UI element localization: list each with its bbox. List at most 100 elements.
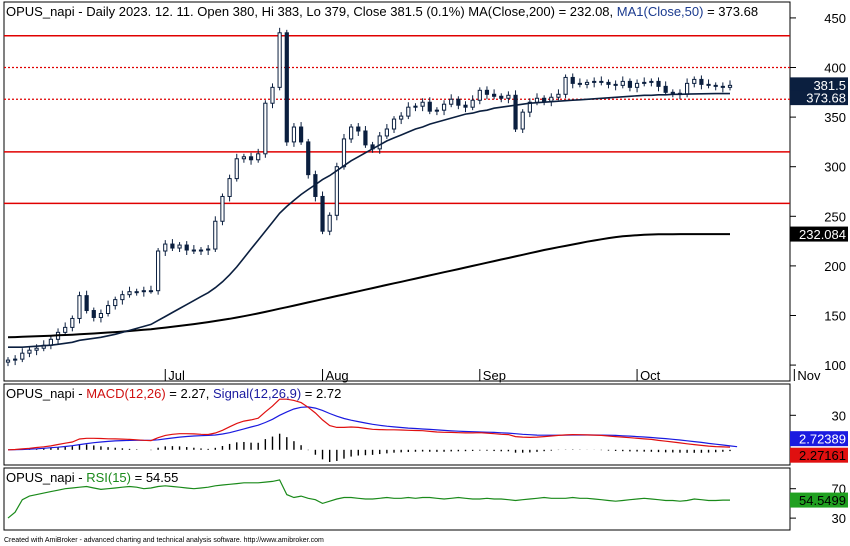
candle — [642, 77, 647, 87]
candle — [105, 300, 111, 317]
price-close-badge-label: 381.5 — [813, 78, 846, 93]
candle — [592, 77, 597, 88]
candle — [284, 29, 289, 146]
candle-body — [599, 80, 604, 83]
macd-panel-title: OPUS_napi - MACD(12,26) = 2.27, Signal(1… — [6, 386, 341, 401]
candle-body — [141, 290, 146, 293]
candle-body — [20, 352, 25, 360]
candle-body — [427, 101, 432, 112]
ma50-badge-label: 373.68 — [806, 91, 846, 106]
footer-credit: Created with AmiBroker - advanced charti… — [4, 537, 324, 544]
candle-body — [334, 166, 339, 216]
candle — [699, 75, 704, 90]
candle-body — [470, 99, 475, 108]
candle — [191, 245, 196, 254]
candle — [256, 148, 261, 163]
candle — [206, 245, 211, 255]
candle-body — [499, 95, 504, 99]
candle — [649, 78, 654, 87]
price-panel-title: OPUS_napi - Daily 2023. 12. 11. Open 380… — [6, 4, 758, 19]
price-ytick-label: 100 — [824, 358, 846, 373]
candle-body — [84, 295, 89, 312]
candle-body — [706, 83, 711, 86]
candle — [670, 89, 675, 98]
candle-body — [406, 106, 411, 117]
price-panel-title-part-0: OPUS_napi - Daily 2023. 12. 11. Open 380… — [6, 4, 468, 19]
panel-frame-rsi — [3, 467, 791, 531]
candle — [277, 27, 282, 91]
candle-body — [227, 178, 232, 197]
candle — [363, 126, 368, 148]
candle-body — [206, 248, 211, 251]
rsi-panel-title-part-0: OPUS_napi - — [6, 470, 86, 485]
candle-body — [592, 80, 597, 83]
candle-body — [613, 83, 618, 86]
price-ytick-label: 300 — [824, 160, 846, 175]
candle-body — [513, 94, 518, 130]
price-panel-title-part-2: MA1(Close,50) — [617, 4, 704, 19]
x-label-sep: Sep — [483, 368, 506, 383]
ma50-line — [8, 92, 730, 349]
candle — [627, 78, 633, 92]
candle-body — [491, 93, 497, 97]
candle — [341, 133, 347, 170]
candle-body — [377, 135, 382, 150]
candle-body — [720, 85, 725, 88]
candle-body — [477, 89, 482, 101]
candle — [599, 76, 604, 86]
candle-body — [356, 126, 361, 132]
candle-body — [570, 76, 575, 84]
candle-body — [241, 156, 247, 160]
candle-body — [63, 326, 68, 333]
candle-body — [198, 249, 204, 252]
macd-panel-title-part-1: MACD(12,26) — [86, 386, 165, 401]
candle-body — [527, 101, 532, 113]
candle — [198, 247, 204, 255]
candle — [706, 79, 711, 89]
candle — [656, 77, 661, 92]
candle-body — [620, 80, 625, 86]
candle — [91, 307, 96, 322]
ma200-badge — [790, 226, 848, 242]
price-ytick-label: 450 — [824, 11, 846, 26]
candle-body — [542, 97, 547, 102]
candle — [77, 291, 82, 324]
candle-body — [484, 89, 490, 95]
macd-badge-label: 2.27161 — [799, 448, 846, 463]
candle-body — [441, 103, 447, 111]
candle-body — [584, 81, 590, 85]
candle-body — [120, 294, 125, 301]
candle-body — [627, 80, 633, 88]
candle-body — [248, 156, 254, 161]
candle — [270, 83, 275, 109]
candle-body — [656, 80, 661, 87]
candle-body — [506, 94, 511, 99]
candle-body — [5, 359, 11, 363]
macd-panel-title-part-3: Signal(12,26,9) — [213, 386, 301, 401]
candle — [470, 95, 475, 111]
rsi-line — [7, 479, 730, 519]
candle-body — [456, 98, 461, 106]
candle — [506, 91, 511, 104]
candle — [663, 81, 668, 96]
candle-body — [606, 81, 611, 85]
candle-body — [449, 98, 454, 105]
candle-body — [713, 84, 718, 87]
candle — [356, 123, 361, 136]
candle-body — [34, 347, 39, 351]
candle-body — [170, 243, 175, 249]
candle — [399, 112, 404, 125]
candle — [349, 124, 354, 143]
price-ytick-label: 150 — [824, 308, 846, 323]
candle — [298, 122, 304, 145]
candle-body — [91, 310, 96, 318]
x-label-nov: Nov — [797, 368, 821, 383]
candle — [634, 79, 640, 93]
candle-body — [384, 128, 389, 137]
x-label-jul: Jul — [168, 368, 185, 383]
candle-body — [520, 111, 525, 130]
candle-body — [298, 126, 304, 143]
candle — [499, 93, 504, 103]
candle-body — [563, 76, 568, 95]
